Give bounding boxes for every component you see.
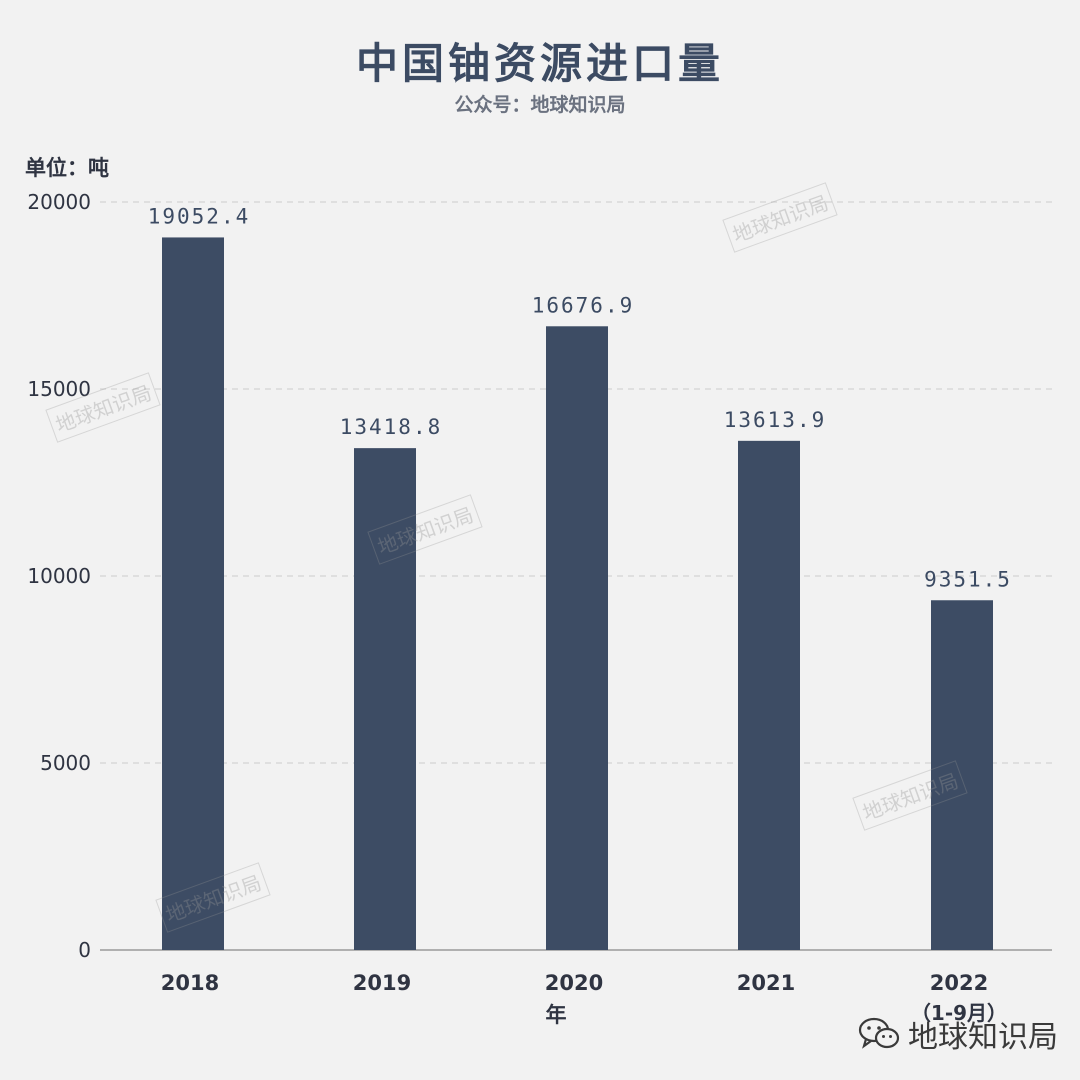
bar: [931, 600, 993, 950]
y-tick-label: 15000: [27, 377, 91, 401]
bar: [738, 440, 800, 950]
chart-subtitle: 公众号：地球知识局: [454, 94, 626, 116]
bar: [162, 237, 224, 950]
footer-brand: 地球知识局: [858, 1012, 1058, 1056]
y-tick-label: 10000: [27, 564, 91, 588]
x-tick-label: 2021: [737, 971, 795, 995]
x-tick-label: 2018: [161, 971, 219, 995]
wechat-icon: [858, 1016, 900, 1052]
x-tick-label: 2020: [545, 971, 603, 995]
footer-text: 地球知识局: [908, 1020, 1058, 1055]
y-tick-label: 5000: [40, 751, 91, 775]
x-tick-sublabel: （1-9月）: [911, 1001, 1007, 1025]
bar: [546, 326, 608, 950]
x-axis-title: 年: [546, 1003, 567, 1027]
x-tick-label: 2022: [930, 971, 988, 995]
y-tick-label: 20000: [27, 190, 91, 214]
bar: [354, 448, 416, 950]
y-tick-label: 0: [78, 938, 91, 962]
data-label: 19052.4: [148, 204, 251, 228]
data-label: 13613.9: [724, 408, 827, 432]
unit-label: 单位：吨: [25, 156, 109, 180]
chart-title: 中国铀资源进口量: [355, 39, 724, 88]
data-label: 16676.9: [532, 293, 635, 317]
data-label: 9351.5: [924, 567, 1012, 591]
data-label: 13418.8: [340, 415, 443, 439]
x-tick-label: 2019: [353, 971, 411, 995]
